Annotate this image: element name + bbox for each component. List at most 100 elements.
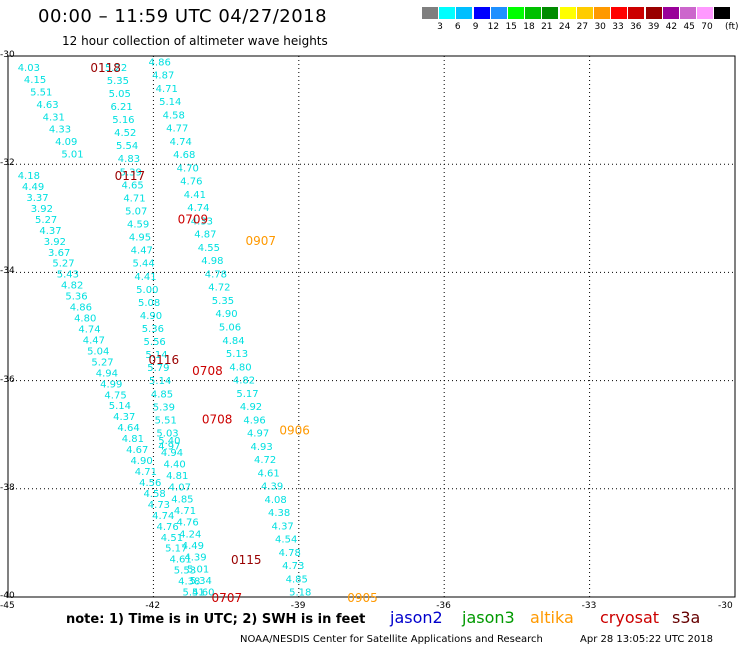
time-label: 0708: [192, 364, 223, 378]
wave-height-label: 4.90: [130, 456, 152, 467]
wave-height-label: 6.21: [110, 102, 132, 113]
time-label: 0707: [212, 591, 243, 605]
wave-height-label: 4.39: [261, 482, 283, 493]
wave-height-label: 4.80: [229, 362, 251, 373]
wave-height-label: 4.56: [139, 478, 161, 489]
wave-height-label: 4.76: [177, 518, 199, 529]
wave-height-label: 5.27: [91, 357, 113, 368]
wave-height-label: 4.85: [286, 574, 308, 585]
wave-height-label: 4.65: [121, 180, 143, 191]
colorbar-swatch: [645, 7, 662, 19]
wave-height-label: 4.33: [191, 216, 213, 227]
wave-height-label: 4.39: [184, 553, 206, 564]
wave-height-label: 5.07: [125, 206, 147, 217]
wave-height-label: 4.94: [161, 448, 183, 459]
wave-height-label: 5.08: [138, 298, 160, 309]
wave-height-label: 4.95: [129, 233, 151, 244]
colorbar-swatch: [628, 7, 645, 19]
legend-item-jason2: jason2: [390, 608, 443, 627]
x-tick-label: -42: [145, 601, 161, 611]
wave-height-label: 4.58: [143, 489, 165, 500]
wave-height-label: 5.36: [65, 292, 87, 303]
wave-height-label: 4.99: [100, 379, 122, 390]
colorbar-swatch: [525, 7, 542, 19]
x-tick-label: -33: [581, 601, 597, 611]
wave-height-label: 5.36: [142, 324, 164, 335]
wave-height-label: 5.51: [30, 88, 52, 99]
x-tick-label: -45: [0, 601, 15, 611]
credit-text: NOAA/NESDIS Center for Satellite Applica…: [240, 634, 543, 645]
wave-height-label: 4.92: [240, 402, 262, 413]
wave-height-label: 4.63: [36, 100, 58, 111]
wave-height-label: 4.80: [74, 314, 96, 325]
x-tick-label: -36: [436, 601, 451, 611]
wave-height-label: 5.17: [165, 544, 187, 555]
wave-height-label: 5.27: [52, 259, 74, 270]
time-labels: 0118 0117 0709 0907 0116 0708 0708 0906 0115 0707…: [90, 61, 377, 605]
wave-height-label: 4.47: [83, 335, 105, 346]
wave-height-label: 4.98: [201, 256, 223, 267]
wave-height-label: 5.01: [187, 564, 209, 575]
wave-height-label: 5.17: [236, 389, 258, 400]
wave-height-label: 4.82: [233, 376, 255, 387]
colorbar-swatch: [456, 7, 473, 19]
time-label: 0117: [115, 169, 146, 183]
wave-height-label: 5.22: [105, 63, 127, 74]
wave-height-label: 5.35: [212, 296, 234, 307]
wave-height-label: 4.24: [179, 529, 201, 540]
colorbar-label: 42: [665, 22, 678, 32]
wave-height-label: 3.92: [31, 204, 53, 215]
colorbar-swatch: [559, 7, 576, 19]
wave-height-label: 4.38: [178, 577, 200, 588]
wave-height-label: 4.72: [208, 283, 230, 294]
wave-height-label: 4.51: [161, 533, 183, 544]
wave-height-label: 5.06: [219, 323, 241, 334]
wave-height-label: 5.03: [156, 428, 178, 439]
wave-height-label: 5.14: [149, 376, 171, 387]
colorbar-label: 27: [576, 22, 589, 32]
wave-height-label: 4.41: [184, 190, 206, 201]
wave-height-label: 4.15: [24, 75, 46, 86]
wave-height-label: 4.73: [148, 500, 170, 511]
y-tick-label: -38: [0, 482, 15, 493]
wave-height-label: 5.14: [109, 401, 131, 412]
wave-height-label: 5.54: [116, 141, 138, 152]
time-label: 0708: [202, 412, 233, 426]
wave-height-label: 4.74: [170, 137, 192, 148]
wave-height-label: 4.93: [250, 442, 272, 453]
colorbar-label: 39: [647, 22, 660, 32]
wave-height-label: 4.37: [113, 412, 135, 423]
time-label: 0115: [231, 553, 262, 567]
wave-height-label: 4.18: [18, 171, 40, 182]
wave-height-label: 4.37: [39, 226, 61, 237]
wave-height-label: 3.67: [48, 248, 70, 259]
wave-height-label: 5.18: [289, 588, 311, 599]
wave-height-label: 5.39: [153, 402, 175, 413]
x-tick-label: -39: [290, 601, 306, 611]
wave-height-label: 4.52: [114, 128, 136, 139]
wave-height-label: 3.92: [44, 237, 66, 248]
colorbar-swatch: [508, 7, 524, 19]
colorbar-swatch: [490, 7, 507, 19]
data-points: 4.034.155.514.634.314.334.095.015.225.35…: [18, 57, 312, 598]
wave-height-label: 4.47: [131, 246, 153, 257]
wave-height-label: 4.81: [122, 434, 144, 445]
colorbar-label: 9: [472, 22, 479, 32]
wave-height-label: 5.56: [144, 337, 166, 348]
time-label: 0906: [279, 423, 310, 437]
wave-height-label: 4.90: [140, 311, 162, 322]
legend-item-cryosat: cryosat: [600, 608, 660, 627]
colorbar-swatch: [680, 7, 696, 19]
wave-height-label: 4.86: [149, 57, 171, 68]
wave-height-label: 5.39: [120, 167, 142, 178]
wave-height-label: 5.04: [87, 346, 109, 357]
wave-height-label: 4.78: [205, 269, 227, 280]
wave-height-label: 5.35: [107, 76, 129, 87]
colorbar-label: 24: [558, 22, 571, 32]
legend-item-s3a: s3a: [672, 608, 701, 627]
colorbar-label: 36: [630, 22, 642, 32]
wave-height-label: 3.37: [26, 193, 48, 204]
wave-height-label: 4.71: [135, 467, 157, 478]
wave-height-label: 4.68: [173, 150, 195, 161]
colorbar-label: 3: [437, 22, 443, 32]
